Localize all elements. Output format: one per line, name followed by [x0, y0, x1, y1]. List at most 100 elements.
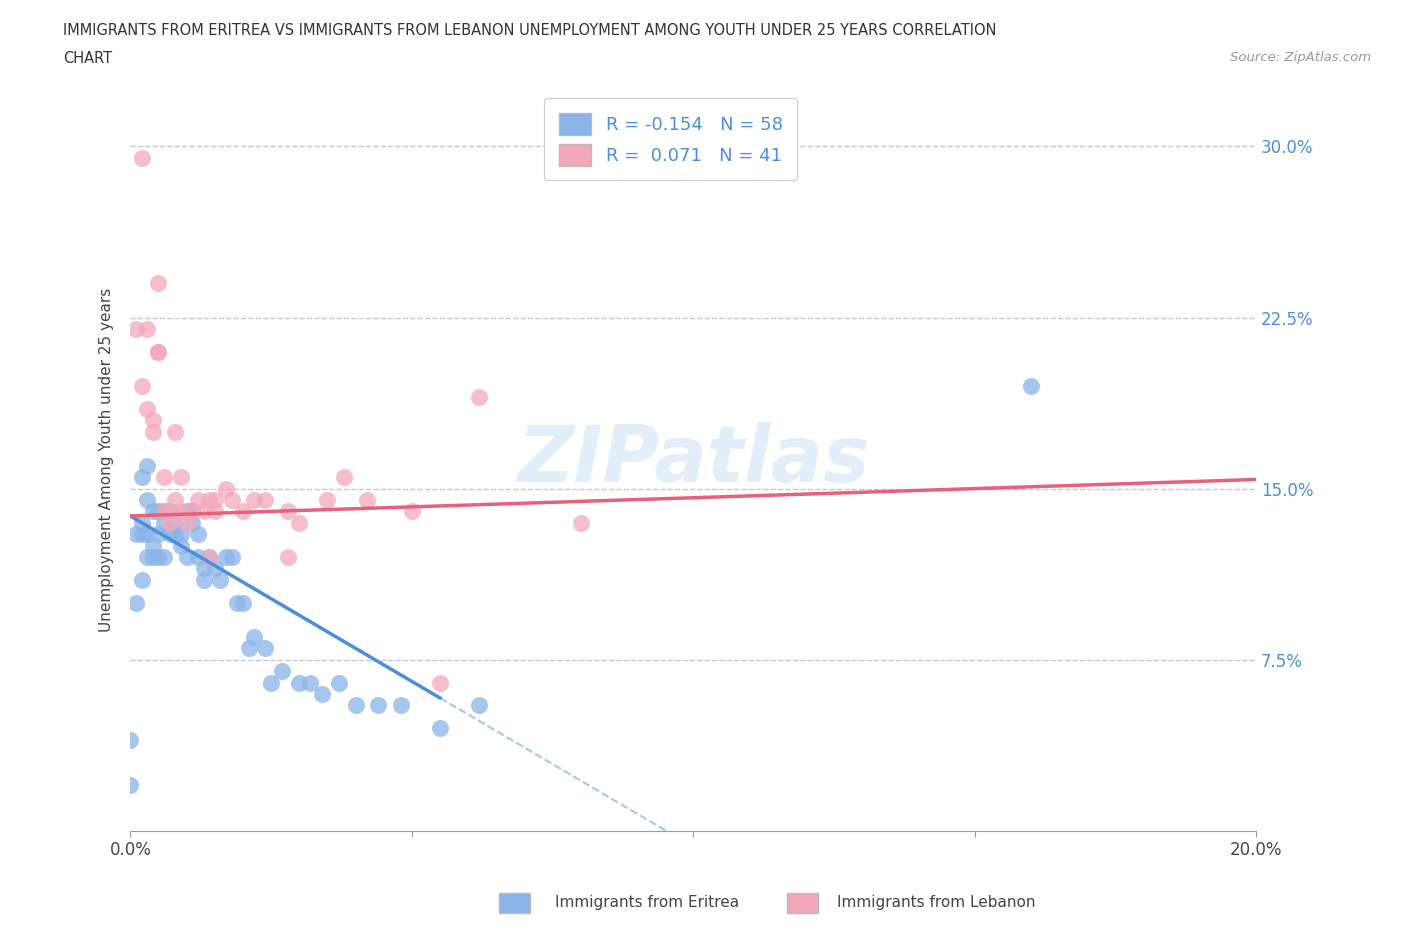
- Point: [136, 458, 159, 473]
- Text: ZIPatlas: ZIPatlas: [517, 422, 869, 498]
- Point: [142, 504, 165, 519]
- Point: [176, 504, 198, 519]
- Point: [176, 550, 198, 565]
- Point: [260, 675, 283, 690]
- Point: [226, 595, 249, 610]
- Point: [153, 470, 176, 485]
- Point: [170, 526, 193, 541]
- Point: [131, 526, 153, 541]
- Point: [238, 641, 260, 656]
- Point: [401, 504, 423, 519]
- Point: [142, 413, 165, 428]
- Point: [125, 595, 148, 610]
- Point: [120, 777, 142, 792]
- Point: [187, 493, 209, 508]
- Point: [165, 526, 187, 541]
- Point: [165, 493, 187, 508]
- Point: [136, 322, 159, 337]
- Text: CHART: CHART: [63, 51, 112, 66]
- Point: [468, 698, 491, 712]
- Point: [181, 515, 204, 530]
- Point: [221, 493, 243, 508]
- Point: [181, 504, 204, 519]
- Text: Immigrants from Eritrea: Immigrants from Eritrea: [555, 895, 740, 910]
- Point: [193, 572, 215, 587]
- Point: [136, 550, 159, 565]
- Point: [198, 550, 221, 565]
- Point: [232, 504, 254, 519]
- Point: [204, 493, 226, 508]
- Point: [344, 698, 367, 712]
- Point: [429, 721, 451, 736]
- Point: [277, 550, 299, 565]
- Point: [153, 515, 176, 530]
- Text: Source: ZipAtlas.com: Source: ZipAtlas.com: [1230, 51, 1371, 64]
- Point: [254, 493, 277, 508]
- Point: [299, 675, 322, 690]
- Point: [131, 151, 153, 166]
- Point: [429, 675, 451, 690]
- Point: [153, 504, 176, 519]
- Point: [142, 550, 165, 565]
- Point: [170, 470, 193, 485]
- Point: [148, 504, 170, 519]
- Point: [288, 675, 311, 690]
- Point: [243, 630, 266, 644]
- Point: [170, 504, 193, 519]
- Point: [136, 402, 159, 417]
- Point: [170, 538, 193, 553]
- Text: IMMIGRANTS FROM ERITREA VS IMMIGRANTS FROM LEBANON UNEMPLOYMENT AMONG YOUTH UNDE: IMMIGRANTS FROM ERITREA VS IMMIGRANTS FR…: [63, 23, 997, 38]
- Point: [120, 732, 142, 747]
- Point: [159, 504, 181, 519]
- Point: [187, 526, 209, 541]
- Point: [136, 526, 159, 541]
- Point: [198, 550, 221, 565]
- Point: [125, 526, 148, 541]
- Point: [367, 698, 389, 712]
- Point: [131, 379, 153, 393]
- Point: [131, 572, 153, 587]
- Point: [209, 572, 232, 587]
- Point: [204, 504, 226, 519]
- Point: [215, 481, 238, 496]
- Point: [232, 595, 254, 610]
- Point: [165, 424, 187, 439]
- Y-axis label: Unemployment Among Youth under 25 years: Unemployment Among Youth under 25 years: [100, 288, 114, 632]
- Point: [215, 550, 238, 565]
- Point: [328, 675, 350, 690]
- Legend: R = -0.154   N = 58, R =  0.071   N = 41: R = -0.154 N = 58, R = 0.071 N = 41: [544, 99, 797, 180]
- Point: [288, 515, 311, 530]
- Point: [159, 515, 181, 530]
- Point: [187, 550, 209, 565]
- Point: [159, 526, 181, 541]
- Point: [148, 550, 170, 565]
- Point: [271, 664, 294, 679]
- Point: [142, 538, 165, 553]
- Point: [125, 322, 148, 337]
- Point: [148, 276, 170, 291]
- Point: [389, 698, 412, 712]
- Point: [243, 493, 266, 508]
- Text: Immigrants from Lebanon: Immigrants from Lebanon: [837, 895, 1035, 910]
- Point: [193, 561, 215, 576]
- Point: [198, 493, 221, 508]
- Point: [311, 686, 333, 701]
- Point: [468, 390, 491, 405]
- Point: [148, 526, 170, 541]
- Point: [221, 550, 243, 565]
- Point: [153, 504, 176, 519]
- Point: [148, 344, 170, 359]
- Point: [159, 504, 181, 519]
- Point: [136, 493, 159, 508]
- Point: [131, 515, 153, 530]
- Point: [159, 504, 181, 519]
- Point: [204, 561, 226, 576]
- Point: [569, 515, 592, 530]
- Point: [254, 641, 277, 656]
- Point: [333, 470, 356, 485]
- Point: [316, 493, 339, 508]
- Point: [148, 344, 170, 359]
- Point: [153, 550, 176, 565]
- Point: [176, 515, 198, 530]
- Point: [181, 504, 204, 519]
